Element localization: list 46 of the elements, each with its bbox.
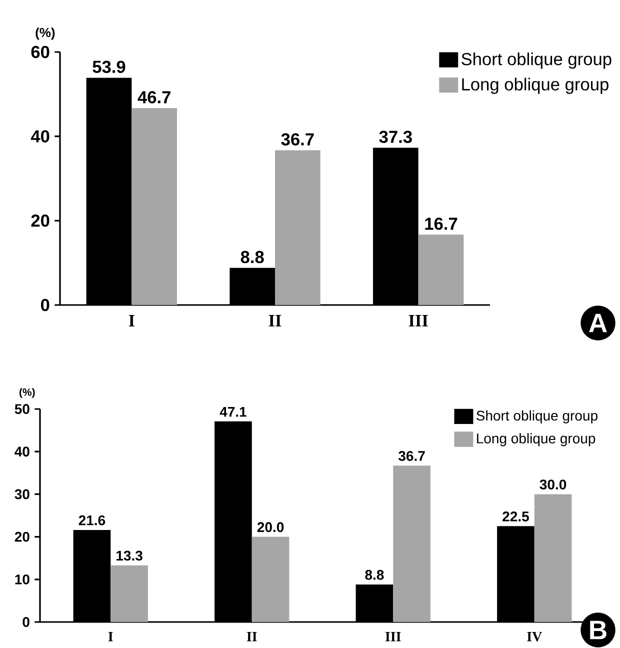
legend-label: Short oblique group	[462, 52, 612, 69]
data-label: 46.7	[138, 91, 170, 104]
data-label: 8.8	[240, 250, 264, 264]
legend-label: Long oblique group	[462, 78, 608, 94]
data-label: 22.5	[502, 512, 529, 522]
data-label: 36.7	[398, 451, 425, 461]
bar	[275, 150, 320, 305]
y-tick-label: 50	[14, 404, 30, 414]
legend-label: Short oblique group	[476, 410, 598, 424]
y-axis-title: (%)	[36, 28, 55, 40]
x-tick-label: III	[385, 632, 401, 642]
y-tick-label: 20	[14, 532, 30, 542]
data-label: 20.0	[257, 522, 284, 532]
data-label: 16.7	[425, 218, 458, 230]
data-label: 53.9	[92, 60, 126, 74]
y-tick-label: 40	[30, 130, 50, 142]
data-label: 47.1	[220, 407, 246, 417]
legend-label: Long oblique group	[477, 433, 596, 446]
y-tick-label: 0	[41, 298, 50, 312]
bar	[393, 466, 430, 622]
bar	[534, 494, 572, 622]
bar	[132, 108, 177, 305]
x-tick-label: IV	[527, 632, 542, 642]
x-tick-label: II	[268, 315, 282, 326]
x-tick-label: III	[408, 315, 428, 326]
text: A	[589, 314, 607, 332]
bar	[418, 234, 464, 305]
data-label: 8.8	[365, 570, 384, 580]
y-tick-label: 20	[31, 214, 50, 227]
data-label: 37.3	[379, 130, 412, 143]
x-tick-label: I	[108, 632, 113, 642]
x-tick-label: II	[246, 632, 257, 642]
y-tick-label: 30	[14, 489, 30, 500]
bar	[252, 536, 290, 622]
y-tick-label: 0	[22, 617, 30, 627]
bar	[110, 565, 148, 622]
data-label: 30.0	[540, 480, 566, 490]
annotation: B	[590, 620, 606, 640]
y-tick-label: 10	[15, 574, 30, 584]
data-label: 36.7	[281, 133, 314, 146]
y-axis-title: (%)	[19, 388, 35, 398]
data-label: 13.3	[116, 550, 142, 561]
x-tick-label: I	[128, 315, 134, 326]
y-tick-label: 60	[31, 46, 50, 58]
data-label: 21.6	[78, 515, 106, 526]
y-tick-label: 40	[14, 446, 30, 457]
